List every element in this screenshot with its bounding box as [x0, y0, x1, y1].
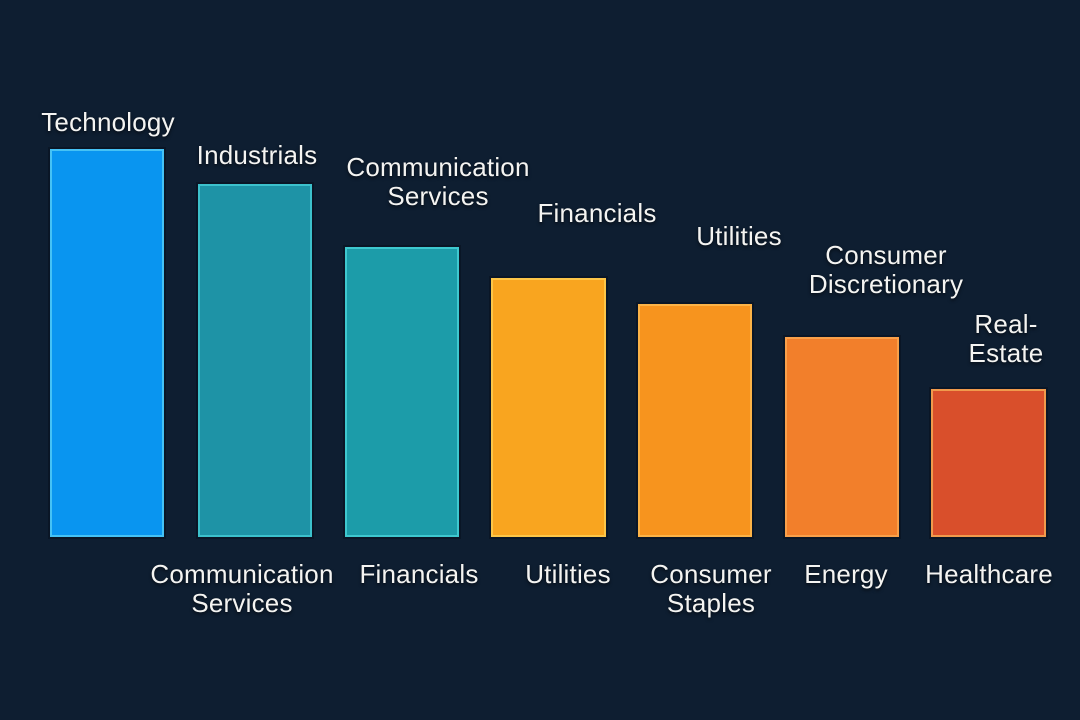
bottom-label-financials: Financials	[359, 559, 479, 589]
bar-real-estate	[931, 389, 1046, 537]
top-label-technology: Technology	[41, 107, 175, 137]
top-label-consumer-discretionary: Consumer Discretionary	[808, 240, 964, 299]
top-label-communication-services: Communication Services	[346, 152, 530, 211]
top-label-utilities: Utilities	[696, 221, 782, 251]
bar-utilities	[638, 304, 752, 537]
bar-financials	[491, 278, 606, 537]
bar-consumer-discretionary	[785, 337, 899, 537]
top-label-financials: Financials	[537, 198, 657, 228]
top-label-industrials: Industrials	[196, 140, 318, 170]
top-label-real-estate: Real- Estate	[968, 309, 1044, 368]
bottom-label-consumer-staples: Consumer Staples	[650, 559, 772, 618]
bottom-label-energy: Energy	[804, 559, 888, 589]
bottom-label-healthcare: Healthcare	[925, 559, 1053, 589]
bar-communication-services	[345, 247, 459, 537]
bar-industrials	[198, 184, 312, 537]
bottom-label-communication-services: Communication Services	[150, 559, 334, 618]
bottom-label-utilities: Utilities	[525, 559, 611, 589]
bar-technology	[50, 149, 164, 537]
